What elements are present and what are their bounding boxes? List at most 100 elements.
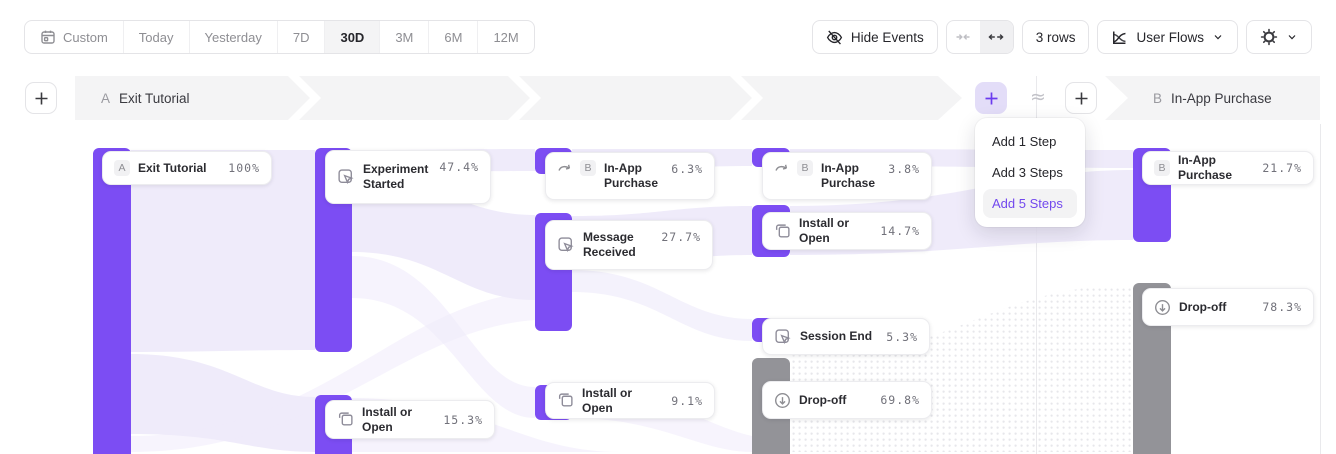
add-flow-button[interactable] bbox=[25, 82, 57, 114]
expand-columns-button[interactable] bbox=[979, 21, 1013, 53]
right-edge-divider bbox=[1320, 124, 1321, 454]
node-card-install-or-open-15[interactable]: Install or Open 15.3% bbox=[325, 400, 495, 439]
node-label: In-App Purchase bbox=[1178, 153, 1233, 182]
date-range-3m[interactable]: 3M bbox=[380, 21, 430, 53]
node-label: In-App Purchase bbox=[604, 161, 659, 190]
node-card-exit-tutorial[interactable]: A Exit Tutorial 100% bbox=[102, 151, 272, 185]
node-value: 6.3% bbox=[671, 162, 703, 176]
node-value: 21.7% bbox=[1262, 161, 1302, 175]
node-value: 27.7% bbox=[661, 230, 701, 244]
chevron-down-icon bbox=[1212, 31, 1224, 43]
node-value: 14.7% bbox=[880, 224, 920, 238]
toolbar: Custom Today Yesterday 7D 30D 3M 6M 12M … bbox=[24, 20, 1312, 54]
flow-b-header[interactable]: B In-App Purchase bbox=[1153, 76, 1272, 120]
drop-off-icon bbox=[1154, 299, 1171, 316]
node-value: 69.8% bbox=[880, 393, 920, 407]
date-range-30d[interactable]: 30D bbox=[325, 21, 381, 53]
event-badge-b: B bbox=[1154, 160, 1170, 176]
node-label: Install or Open bbox=[362, 404, 413, 434]
flow-width-toggle bbox=[945, 20, 1014, 54]
event-badge-a: A bbox=[114, 160, 130, 176]
node-label: Install or Open bbox=[799, 216, 850, 245]
layers-icon bbox=[774, 223, 791, 240]
node-label: Install or Open bbox=[582, 385, 633, 415]
node-card-experiment-started[interactable]: Experiment Started 47.4% bbox=[325, 150, 491, 204]
cursor-click-icon bbox=[557, 236, 575, 254]
date-range-today[interactable]: Today bbox=[124, 21, 190, 53]
section-divider bbox=[1036, 76, 1037, 454]
node-card-session-end[interactable]: Session End 5.3% bbox=[762, 318, 930, 355]
view-selector-label: User Flows bbox=[1136, 29, 1204, 45]
date-range-custom[interactable]: Custom bbox=[25, 21, 124, 53]
curved-arrow-icon bbox=[774, 160, 789, 175]
cursor-click-icon bbox=[774, 328, 792, 346]
node-card-in-app-purchase-6[interactable]: B In-App Purchase 6.3% bbox=[545, 152, 715, 200]
hide-events-button[interactable]: Hide Events bbox=[811, 20, 938, 54]
event-badge-b: B bbox=[580, 160, 596, 176]
node-card-install-or-open-14[interactable]: Install or Open 14.7% bbox=[762, 212, 932, 250]
node-label: Session End bbox=[800, 329, 873, 343]
node-card-install-or-open-9[interactable]: Install or Open 9.1% bbox=[545, 382, 715, 419]
node-value: 78.3% bbox=[1262, 300, 1302, 314]
menu-item-add-5-steps[interactable]: Add 5 Steps bbox=[983, 189, 1077, 218]
date-range-12m[interactable]: 12M bbox=[493, 29, 519, 45]
settings-button[interactable] bbox=[1246, 20, 1312, 54]
hide-events-label: Hide Events bbox=[850, 29, 924, 45]
date-range-7d[interactable]: 7D bbox=[278, 21, 326, 53]
view-selector-button[interactable]: User Flows bbox=[1097, 20, 1238, 54]
node-card-message-received[interactable]: Message Received 27.7% bbox=[545, 220, 713, 270]
node-label: Exit Tutorial bbox=[138, 160, 207, 175]
node-label: Drop-off bbox=[1179, 299, 1227, 314]
curved-arrow-icon bbox=[557, 160, 572, 175]
node-card-drop-off-78[interactable]: Drop-off 78.3% bbox=[1142, 288, 1314, 326]
date-range-selector: Custom Today Yesterday 7D 30D 3M 6M 12M bbox=[24, 20, 535, 54]
collapse-columns-button[interactable] bbox=[947, 21, 980, 53]
add-step-button[interactable] bbox=[1065, 82, 1097, 114]
layers-icon bbox=[557, 392, 574, 409]
flow-b-label: In-App Purchase bbox=[1171, 90, 1272, 106]
eye-off-icon bbox=[826, 29, 843, 46]
node-label: Experiment Started bbox=[363, 162, 429, 191]
plus-icon bbox=[984, 91, 999, 106]
menu-item-add-1-step[interactable]: Add 1 Step bbox=[992, 134, 1057, 149]
node-value: 3.8% bbox=[888, 162, 920, 176]
flow-a-header[interactable]: A Exit Tutorial bbox=[101, 76, 190, 120]
node-label: Drop-off bbox=[799, 392, 847, 407]
flow-band bbox=[75, 76, 1320, 120]
user-flows-icon bbox=[1111, 29, 1128, 46]
add-step-button-active[interactable] bbox=[975, 82, 1007, 114]
flow-bar-exit-tutorial[interactable] bbox=[93, 148, 131, 454]
toolbar-right: Hide Events 3 rows bbox=[811, 20, 1312, 54]
flow-a-badge: A bbox=[101, 90, 111, 106]
date-range-6m[interactable]: 6M bbox=[429, 21, 479, 53]
plus-icon bbox=[34, 91, 49, 106]
event-badge-b: B bbox=[797, 160, 813, 176]
rows-button[interactable]: 3 rows bbox=[1021, 20, 1090, 54]
node-value: 47.4% bbox=[439, 160, 479, 174]
node-value: 100% bbox=[228, 161, 260, 175]
cursor-click-icon bbox=[337, 168, 355, 186]
node-card-drop-off-69[interactable]: Drop-off 69.8% bbox=[762, 381, 932, 419]
node-value: 15.3% bbox=[443, 412, 483, 427]
node-label: Message Received bbox=[583, 230, 636, 259]
node-card-in-app-purchase-4[interactable]: B In-App Purchase 3.8% bbox=[762, 152, 932, 200]
rows-label: 3 rows bbox=[1035, 29, 1076, 45]
flow-a-label: Exit Tutorial bbox=[119, 90, 190, 106]
date-range-label: Custom bbox=[63, 29, 108, 45]
approx-symbol: ≈ bbox=[1030, 86, 1046, 108]
layers-icon bbox=[337, 411, 354, 428]
flow-b-badge: B bbox=[1153, 90, 1163, 106]
node-card-in-app-purchase-21[interactable]: B In-App Purchase 21.7% bbox=[1142, 151, 1314, 185]
date-range-yesterday[interactable]: Yesterday bbox=[190, 21, 278, 53]
node-value: 5.3% bbox=[886, 329, 918, 344]
drop-off-icon bbox=[774, 392, 791, 409]
gear-icon bbox=[1260, 28, 1278, 46]
plus-icon bbox=[1074, 91, 1089, 106]
chevron-down-icon bbox=[1286, 31, 1298, 43]
add-step-menu: Add 1 Step Add 3 Steps Add 5 Steps bbox=[975, 118, 1085, 227]
menu-item-add-3-steps[interactable]: Add 3 Steps bbox=[992, 165, 1063, 180]
node-value: 9.1% bbox=[671, 393, 703, 408]
calendar-icon bbox=[40, 29, 56, 45]
node-label: In-App Purchase bbox=[821, 161, 876, 190]
